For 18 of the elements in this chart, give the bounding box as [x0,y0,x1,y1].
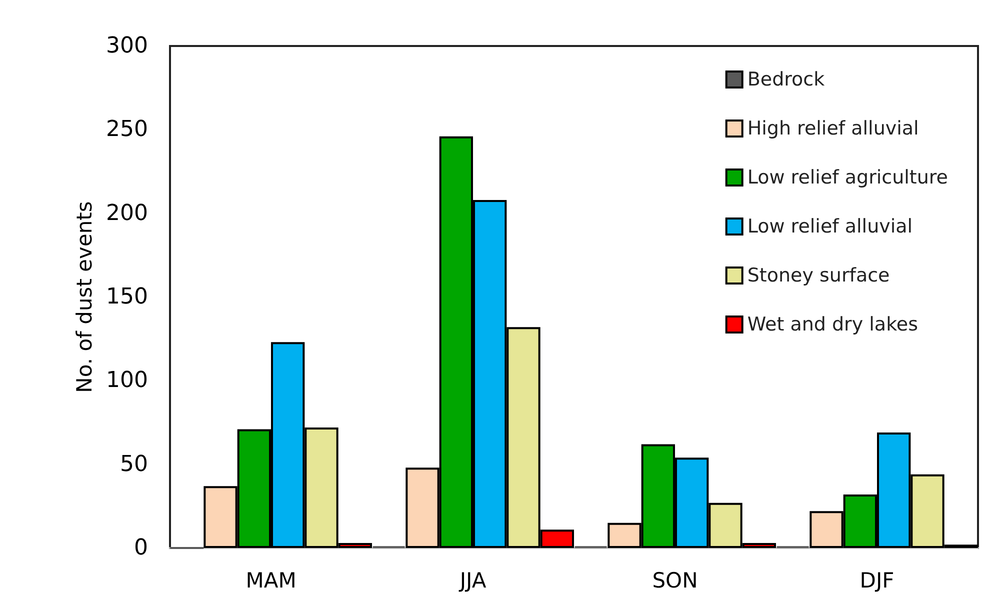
y-tick-label: 300 [106,34,148,58]
y-tick-label: 200 [106,200,148,226]
legend-label: High relief alluvial [747,118,919,140]
y-tick-label: 50 [120,452,148,477]
legend-label: Wet and dry lakes [747,314,918,336]
y-axis-title: No. of dust events [72,201,96,393]
legend-label: Bedrock [747,68,825,90]
y-tick-label: 100 [106,368,148,394]
x-tick-label: DJF [860,568,894,592]
legend-label: Low relief alluvial [747,216,913,238]
x-tick-label: JJA [458,568,487,592]
legend-label: Low relief agriculture [747,166,948,188]
y-tick-label: 0 [134,536,148,560]
legend-label: Stoney surface [747,264,890,286]
y-tick-label: 150 [106,284,148,310]
x-tick-label: SON [652,568,698,592]
y-tick-label: 250 [106,117,148,142]
x-tick-label: MAM [246,568,296,592]
